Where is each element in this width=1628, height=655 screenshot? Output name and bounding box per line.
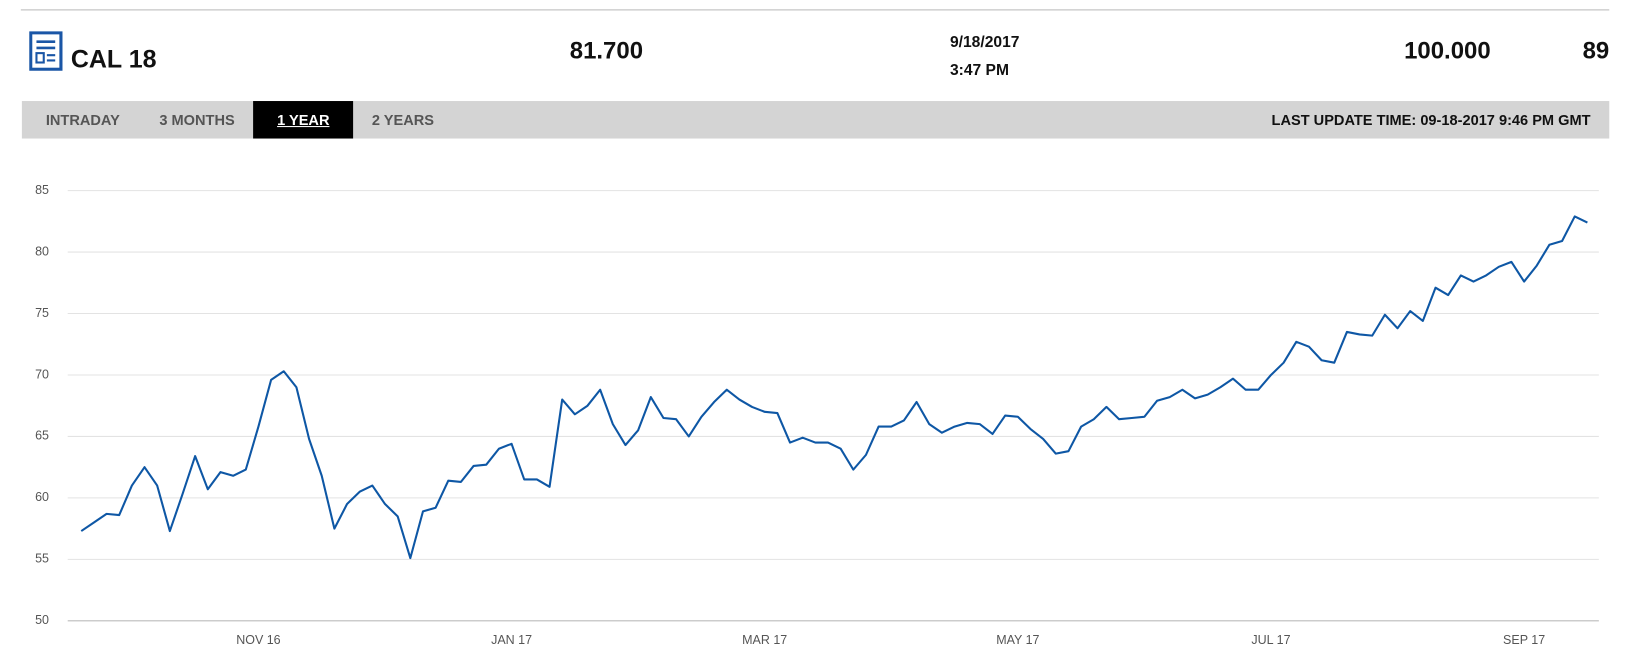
tab-bar: LAST UPDATE TIME: 09-18-2017 9:46 PM GMT… xyxy=(21,101,1610,139)
range-tab[interactable]: 3 MONTHS xyxy=(159,111,235,129)
y-tick-label: 70 xyxy=(35,367,49,381)
range-tab[interactable]: 2 YEARS xyxy=(371,111,435,129)
y-tick-label: 85 xyxy=(35,183,49,197)
y-tick-label: 65 xyxy=(35,429,49,443)
quote-time: 3:47 PM xyxy=(949,61,1010,80)
range-tab[interactable]: 1 YEAR xyxy=(253,101,354,139)
price-line xyxy=(80,215,1588,560)
range-tab[interactable]: INTRADAY xyxy=(45,111,120,129)
symbol: CAL 18 xyxy=(70,45,157,74)
y-tick-label: 50 xyxy=(35,613,49,627)
extra-value: 89 xyxy=(1582,36,1610,64)
last-price: 81.700 xyxy=(569,36,644,64)
high-value: 100.000 xyxy=(1404,36,1491,64)
symbol-icon xyxy=(29,31,63,71)
y-tick-label: 55 xyxy=(35,552,49,566)
quote-date: 9/18/2017 xyxy=(949,33,1020,52)
x-tick-label: MAR 17 xyxy=(742,633,787,647)
last-update: LAST UPDATE TIME: 09-18-2017 9:46 PM GMT xyxy=(1271,111,1591,129)
x-tick-label: NOV 16 xyxy=(236,633,280,647)
x-tick-label: SEP 17 xyxy=(1503,633,1545,647)
y-tick-label: 60 xyxy=(35,490,49,504)
top-rule xyxy=(20,9,1610,11)
x-tick-label: JAN 17 xyxy=(491,633,532,647)
chart: 50 55 60 65 70 75 80 85 NOV 16 JAN 17 MAR 17 MAY 17… xyxy=(35,183,1599,647)
y-tick-label: 80 xyxy=(35,244,49,258)
x-tick-label: JUL 17 xyxy=(1251,633,1290,647)
x-tick-label: MAY 17 xyxy=(996,633,1039,647)
y-tick-label: 75 xyxy=(35,306,49,320)
